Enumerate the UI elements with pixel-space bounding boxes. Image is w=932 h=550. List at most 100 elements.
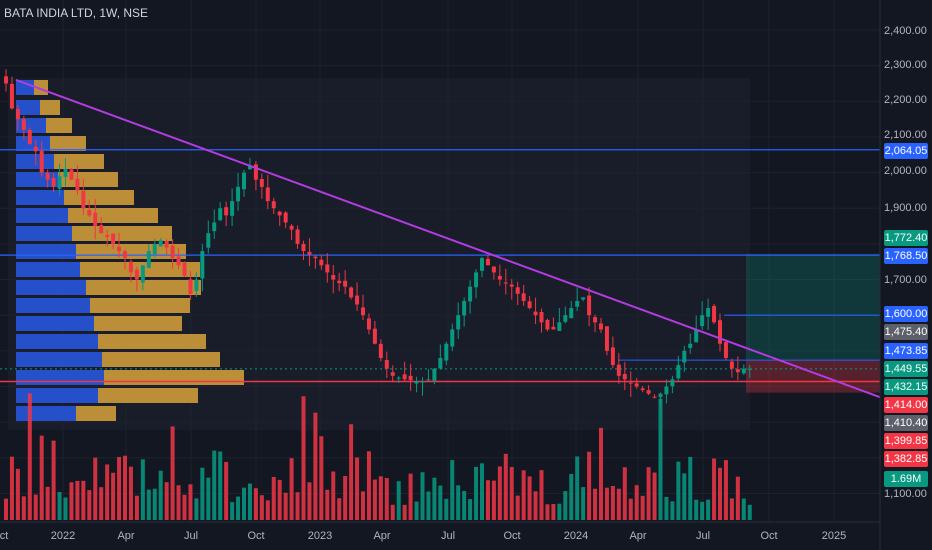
profile-bar-buy [16,80,34,95]
volume-bar [105,464,110,520]
volume-bar [450,460,455,520]
time-label: 2024 [563,530,589,542]
time-label: Jul [183,530,199,542]
candle-body [741,368,746,374]
profile-bar-sell [46,118,72,133]
volume-bar [301,396,306,520]
profile-bar-buy [16,352,102,367]
volume-bar [390,504,395,520]
candle-body [676,365,681,379]
candle-body [390,372,395,376]
candle-body [628,382,633,384]
volume-bar [230,502,235,520]
volume-bar [420,472,425,520]
candle-body [236,186,241,202]
volume-bar [539,470,544,520]
profile-bar-sell [50,136,86,151]
price-badge: 1,600.00 [884,306,928,322]
candle-body [462,300,467,316]
candle-body [176,256,181,266]
candle-body [599,323,603,330]
price-badge: 1,410.40 [884,415,928,431]
volume-bar [741,498,746,520]
candle-body [343,280,348,287]
volume-bar [664,496,669,520]
volume-bar [182,494,187,520]
volume-bar [123,455,127,520]
trendline[interactable] [15,78,881,399]
candle-body [515,287,520,294]
price-label: 2,400.00 [884,25,927,37]
candle-body [224,207,229,216]
volume-bar [444,498,449,520]
candle-body [378,343,383,358]
volume-bar [200,467,205,520]
candle-body [366,318,371,330]
volume-bar [349,424,354,520]
volume-bar [140,459,145,520]
volume-bar [224,461,229,520]
volume-bar [307,482,312,520]
profile-bar-sell [68,208,158,223]
volume-bar [39,435,44,520]
price-label: 2,300.00 [884,59,927,71]
price-badge: 1,473.85 [884,343,928,359]
volume-bar [480,463,484,520]
profile-bar-sell [98,388,198,403]
chart-title: BATA INDIA LTD, 1W, NSE [4,6,149,20]
candle-body [355,295,360,305]
volume-bar [474,466,479,520]
position-tool[interactable] [746,253,880,393]
candle-body [349,287,354,298]
candle-body [123,251,127,259]
candle-body [247,165,252,170]
candle-body [313,256,318,259]
price-label: 1,900.00 [884,202,927,214]
candle-body [456,315,461,330]
candle-body [200,251,205,279]
horizontal-levels[interactable] [0,149,880,383]
volume-bar [27,393,32,520]
volume-bar [236,496,241,520]
volume-bar [45,486,50,520]
candle-body [206,233,211,248]
volume-bar [15,468,20,520]
time-label: 2023 [307,530,333,542]
volume-bar [569,473,574,520]
candle-body [408,375,413,381]
candle-body [93,212,98,227]
candle-body [271,201,276,209]
candle-body [587,295,592,316]
price-badge: 1,414.00 [884,397,928,413]
candle-body [735,369,740,373]
volume-bar [688,456,693,520]
volume-bar [747,504,752,520]
candle-body [729,361,734,369]
volume-bar [218,451,223,520]
time-label: Apr [373,530,391,542]
candle-body [723,342,728,358]
volume-bar [51,440,56,520]
volume-bar [503,453,508,520]
candlesticks [4,69,752,406]
volume-bar [194,498,199,520]
candle-body [551,326,556,330]
volume-bar [212,450,217,520]
volume-bar [259,495,264,520]
volume-bar [69,482,74,520]
candle-body [33,146,38,152]
profile-bar-sell [102,352,220,367]
profile-bar-sell [98,334,206,349]
volume-bar [372,479,377,520]
volume-bar [99,487,104,520]
volume-bar [491,480,496,520]
volume-bar [9,456,14,520]
candle-body [634,383,639,387]
volume-bar [283,492,288,520]
time-label: Jul [440,530,456,542]
candle-body [134,269,139,280]
candle-body [230,201,235,216]
candle-body [164,241,169,248]
volume-bar [75,480,80,520]
